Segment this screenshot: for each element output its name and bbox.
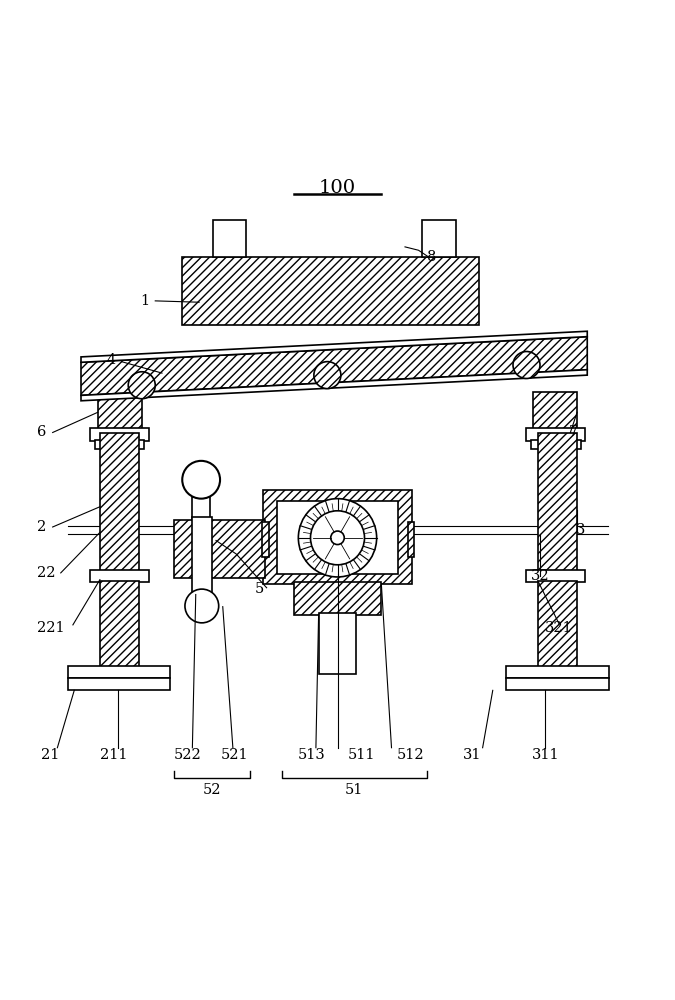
Bar bbox=[100, 581, 139, 672]
Text: 6: 6 bbox=[37, 426, 47, 440]
Bar bbox=[531, 440, 580, 449]
Text: 512: 512 bbox=[397, 748, 424, 762]
Text: 211: 211 bbox=[100, 748, 127, 762]
Text: 100: 100 bbox=[319, 179, 356, 197]
Bar bbox=[422, 220, 456, 257]
Bar bbox=[538, 581, 577, 672]
Circle shape bbox=[331, 531, 344, 545]
Polygon shape bbox=[81, 337, 587, 395]
Polygon shape bbox=[81, 331, 587, 362]
Text: 32: 32 bbox=[531, 569, 549, 583]
Bar bbox=[262, 522, 269, 557]
Bar bbox=[294, 582, 381, 615]
Circle shape bbox=[513, 352, 540, 379]
Circle shape bbox=[314, 362, 341, 389]
Text: 5: 5 bbox=[255, 582, 265, 596]
Bar bbox=[100, 432, 139, 578]
Bar bbox=[538, 432, 577, 578]
Circle shape bbox=[310, 511, 364, 565]
Bar bbox=[526, 428, 585, 441]
Polygon shape bbox=[81, 370, 587, 401]
Text: 522: 522 bbox=[173, 748, 202, 762]
Bar bbox=[90, 428, 149, 441]
Bar bbox=[68, 678, 170, 690]
Bar bbox=[174, 520, 265, 578]
Bar bbox=[182, 257, 479, 324]
Polygon shape bbox=[192, 497, 210, 520]
Bar bbox=[533, 392, 577, 432]
Bar bbox=[526, 570, 585, 582]
Bar bbox=[90, 570, 149, 582]
Text: 4: 4 bbox=[107, 353, 116, 367]
Text: 22: 22 bbox=[36, 566, 55, 580]
Text: 221: 221 bbox=[37, 621, 64, 635]
Circle shape bbox=[182, 461, 220, 499]
Bar bbox=[192, 517, 212, 594]
Circle shape bbox=[298, 499, 377, 577]
Text: 513: 513 bbox=[298, 748, 326, 762]
Text: 1: 1 bbox=[140, 294, 150, 308]
Circle shape bbox=[128, 372, 155, 399]
Bar bbox=[98, 392, 142, 432]
Text: 521: 521 bbox=[221, 748, 248, 762]
Bar bbox=[263, 490, 412, 584]
Text: 2: 2 bbox=[37, 520, 47, 534]
Text: 31: 31 bbox=[463, 748, 482, 762]
Text: 21: 21 bbox=[41, 748, 60, 762]
Text: 8: 8 bbox=[427, 250, 437, 264]
Bar bbox=[408, 522, 414, 557]
Text: 511: 511 bbox=[348, 748, 375, 762]
Text: 311: 311 bbox=[532, 748, 559, 762]
Bar bbox=[506, 678, 609, 690]
Bar bbox=[213, 220, 246, 257]
Text: 321: 321 bbox=[545, 621, 573, 635]
Text: 3: 3 bbox=[576, 523, 585, 537]
Bar bbox=[506, 666, 609, 678]
Text: 51: 51 bbox=[345, 783, 364, 797]
Bar bbox=[319, 613, 356, 674]
Text: 7: 7 bbox=[569, 426, 578, 440]
Circle shape bbox=[185, 589, 219, 623]
Bar bbox=[95, 440, 144, 449]
Text: 52: 52 bbox=[202, 783, 221, 797]
Bar bbox=[68, 666, 170, 678]
Bar bbox=[277, 501, 398, 574]
